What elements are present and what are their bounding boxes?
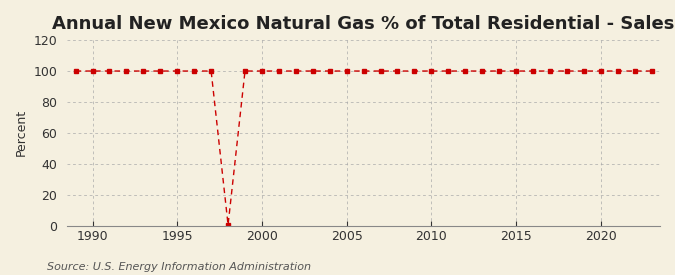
Title: Annual New Mexico Natural Gas % of Total Residential - Sales: Annual New Mexico Natural Gas % of Total…	[53, 15, 675, 33]
Y-axis label: Percent: Percent	[15, 109, 28, 156]
Text: Source: U.S. Energy Information Administration: Source: U.S. Energy Information Administ…	[47, 262, 311, 272]
